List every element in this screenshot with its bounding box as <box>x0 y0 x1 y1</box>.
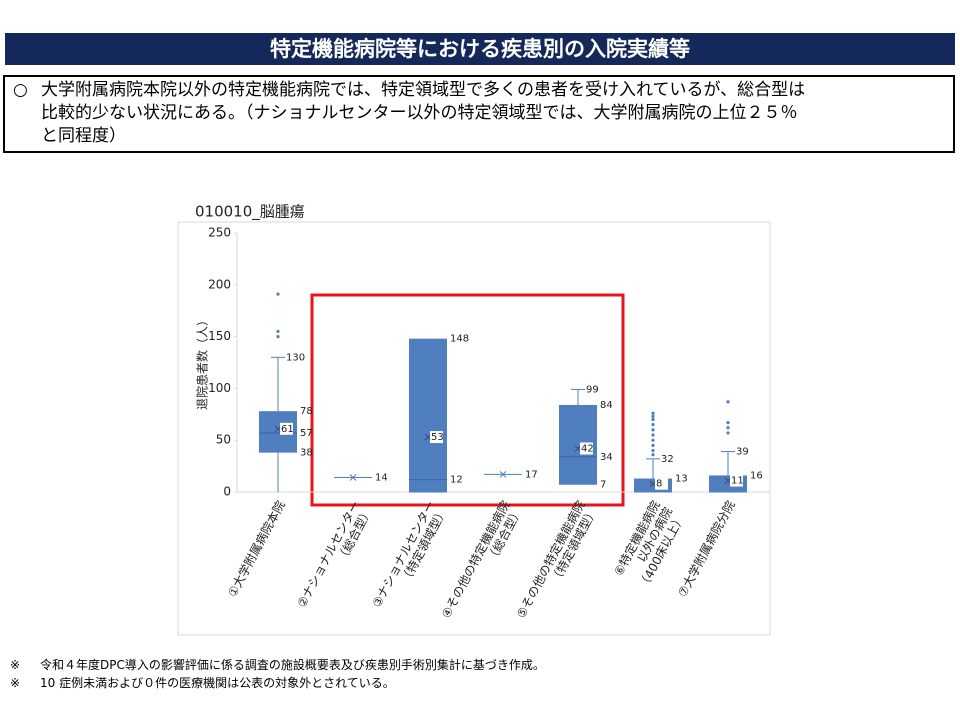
data-label: 14 <box>375 472 388 483</box>
summary-line: 比較的少ない状況にある。（ナショナルセンター以外の特定領域型では、大学附属病院の… <box>41 103 798 123</box>
outlier <box>726 426 730 430</box>
x-tick-label-group: ⑤その他の特定機能病院（特定領域型） <box>513 498 600 621</box>
outlier <box>651 448 655 453</box>
outlier <box>276 292 280 296</box>
y-tick-label: 200 <box>208 277 231 291</box>
x-tick-label: ④その他の特定機能病院 <box>438 498 513 621</box>
data-label: 84 <box>600 400 613 411</box>
outlier <box>651 433 655 437</box>
outlier <box>651 453 655 457</box>
x-tick-label: ⑤その他の特定機能病院 <box>513 498 588 621</box>
data-label: 148 <box>450 334 469 345</box>
mean-label-bg <box>655 477 668 490</box>
y-tick-label: 50 <box>216 433 231 447</box>
data-label: 11 <box>731 476 744 487</box>
mean-label-bg <box>280 422 293 435</box>
data-label: 57 <box>300 428 313 439</box>
x-tick-label-group: ③ナショナルセンター（特定領域型） <box>370 498 450 609</box>
outlier <box>651 443 655 447</box>
data-label: 12 <box>450 475 463 486</box>
mean-label-bg <box>730 474 743 487</box>
outlier <box>651 428 655 432</box>
outlier <box>651 414 655 418</box>
y-tick-label: 150 <box>208 329 231 343</box>
mean-label-bg <box>430 431 443 444</box>
summary-line: 大学附属病院本院以外の特定機能病院では、特定領域型で多くの患者を受け入れているが… <box>41 80 806 100</box>
value-marker <box>499 471 507 478</box>
data-label: 53 <box>431 432 444 443</box>
data-label: 99 <box>586 384 599 395</box>
note: ※ 令和４年度DPC導入の影響評価に係る調査の施設概要表及び疾患別手術別集計に基づ… <box>10 656 545 674</box>
y-axis-label: 退院患者数（人） <box>195 314 210 410</box>
summary-box: ○ 大学附属病院本院以外の特定機能病院では、特定領域型で多くの患者を受け入れてい… <box>3 75 955 153</box>
data-label: 17 <box>525 469 538 480</box>
data-label: 8 <box>656 479 662 490</box>
outlier <box>726 431 730 435</box>
data-label: 32 <box>661 454 674 465</box>
x-tick-label-group: ⑦大学附属病院分院 <box>674 498 737 599</box>
data-label: 42 <box>581 443 594 454</box>
note: ※ 10 症例未満および０件の医療機関は公表の対象外とされている。 <box>10 674 545 692</box>
value-marker <box>349 474 357 481</box>
bullet: ○ <box>13 80 28 100</box>
mean-label-bg <box>580 442 593 455</box>
outlier <box>276 329 280 334</box>
box <box>409 338 447 492</box>
y-tick-label: 250 <box>208 226 231 240</box>
data-label: 78 <box>300 406 313 417</box>
outlier <box>651 417 655 422</box>
x-tick-label: ②ナショナルセンター <box>295 498 363 609</box>
chart: 010010_脳腫瘍 退院患者数（人） 05010015020025013078… <box>177 203 771 636</box>
data-label: 38 <box>300 448 313 459</box>
x-tick-label: ①大学附属病院本院 <box>224 498 287 599</box>
x-tick-label-group: ②ナショナルセンター（総合型） <box>295 498 375 609</box>
y-tick-label: 0 <box>223 485 231 499</box>
chart-frame <box>177 221 771 636</box>
outlier <box>651 411 655 415</box>
outlier <box>651 438 655 442</box>
summary-lines: 大学附属病院本院以外の特定機能病院では、特定領域型で多くの患者を受け入れているが… <box>41 79 953 148</box>
data-label: 16 <box>750 470 763 481</box>
note-mark: ※ <box>10 658 21 672</box>
note-text: 10 症例未満および０件の医療機関は公表の対象外とされている。 <box>40 676 395 690</box>
note-text: 令和４年度DPC導入の影響評価に係る調査の施設概要表及び疾患別手術別集計に基づき… <box>40 658 545 672</box>
note-mark: ※ <box>10 676 21 690</box>
x-tick-label-group: ①大学附属病院本院 <box>224 498 287 599</box>
x-tick-label: ⑦大学附属病院分院 <box>674 498 737 599</box>
outlier <box>651 423 655 427</box>
data-label: 7 <box>600 480 606 491</box>
data-label: 130 <box>286 352 305 363</box>
notes: ※ 令和４年度DPC導入の影響評価に係る調査の施設概要表及び疾患別手術別集計に基づ… <box>10 656 545 692</box>
outlier <box>276 335 280 339</box>
highlight-frame <box>310 293 625 507</box>
header-title: 特定機能病院等における疾患別の入院実績等 <box>5 33 955 65</box>
chart-title: 010010_脳腫瘍 <box>195 203 305 222</box>
outlier <box>726 420 730 425</box>
x-tick-label: ③ナショナルセンター <box>370 498 438 609</box>
summary-line: と同程度） <box>41 126 126 146</box>
data-label: 61 <box>281 424 294 435</box>
data-label: 39 <box>736 447 749 458</box>
x-tick-label-group: ④その他の特定機能病院（総合型） <box>438 498 525 621</box>
outlier <box>726 400 730 404</box>
y-tick-label: 100 <box>208 381 231 395</box>
data-label: 13 <box>675 474 688 485</box>
data-label: 34 <box>600 452 613 463</box>
